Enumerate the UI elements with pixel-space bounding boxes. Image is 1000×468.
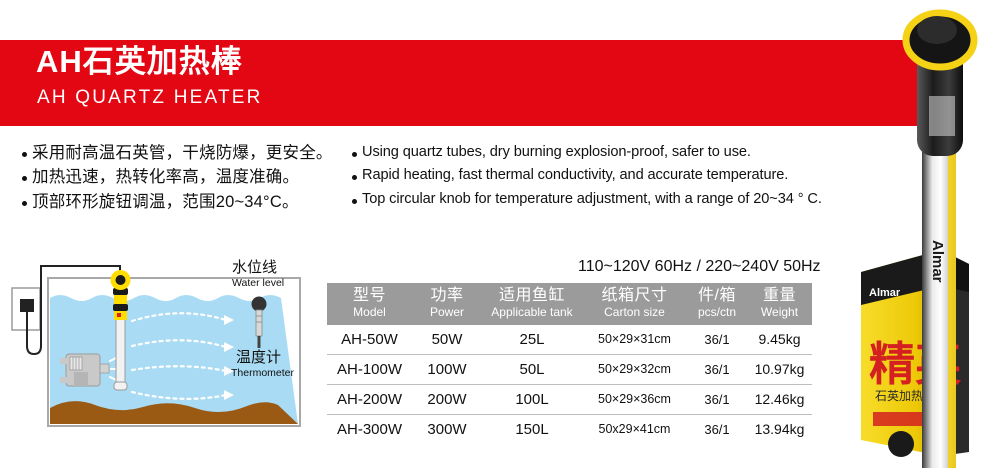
feature-text: 采用耐高温石英管，干烧防爆，更安全。 bbox=[32, 144, 333, 162]
feature-item: 加热迅速，热转化率高，温度准确。 bbox=[22, 168, 362, 186]
cell-tank: 25L bbox=[482, 324, 582, 355]
column-header-en: Weight bbox=[760, 305, 799, 320]
bullet-dot-icon bbox=[352, 175, 357, 181]
feature-item: 顶部环形旋钮调温，范围20~34°C。 bbox=[22, 193, 362, 211]
column-header-en: Applicable tank bbox=[491, 305, 573, 320]
feature-text: 顶部环形旋钮调温，范围20~34°C。 bbox=[32, 192, 299, 211]
bullet-dot-icon bbox=[352, 198, 357, 204]
water-level-label-en: Water level bbox=[232, 277, 284, 289]
cell-carton: 50x29×41cm bbox=[582, 414, 687, 444]
cell-weight: 9.45kg bbox=[747, 324, 812, 355]
cell-model: AH-100W bbox=[327, 354, 412, 385]
feature-list-english: Using quartz tubes, dry burning explosio… bbox=[352, 144, 852, 214]
water-level-label-cn: 水位线 bbox=[232, 259, 277, 276]
bullet-dot-icon bbox=[22, 176, 27, 182]
cell-carton: 50×29×36cm bbox=[582, 384, 687, 415]
column-header-applicable-tank: 适用鱼缸 Applicable tank bbox=[482, 283, 582, 325]
column-header-cn: 型号 bbox=[352, 287, 386, 304]
cell-tank: 50L bbox=[482, 354, 582, 385]
cell-pcs: 36/1 bbox=[687, 324, 747, 355]
column-header-en: Power bbox=[429, 305, 464, 320]
bullet-dot-icon bbox=[352, 152, 357, 157]
heater-cap-highlight bbox=[929, 96, 955, 136]
voltage-note: 110~120V 60Hz / 220~240V 50Hz bbox=[578, 258, 821, 275]
heater-yellow-strip bbox=[948, 152, 956, 468]
feature-text: Top circular knob for temperature adjust… bbox=[362, 190, 822, 207]
page-title-en: AH QUARTZ HEATER bbox=[37, 87, 263, 108]
aquarium-installation-diagram: 水位线 Water level 温度计 Thermometer bbox=[11, 259, 301, 427]
table-row: AH-50W 50W 25L 50×29×31cm 36/1 9.45kg bbox=[327, 324, 812, 355]
column-header-en: Model bbox=[353, 305, 386, 320]
page-title-cn: AH石英加热棒 bbox=[36, 44, 243, 79]
substrate-gravel bbox=[50, 401, 298, 424]
heat-circulation-arrows bbox=[130, 312, 228, 400]
feature-item: 采用耐高温石英管，干烧防爆，更安全。 bbox=[22, 144, 362, 162]
table-header-row: 型号 Model 功率 Power 适用鱼缸 Applicable tank 纸… bbox=[327, 283, 812, 325]
cell-model: AH-300W bbox=[327, 414, 412, 444]
column-header-power: 功率 Power bbox=[412, 283, 482, 325]
thermometer-label-cn: 温度计 bbox=[236, 349, 281, 366]
cell-power: 300W bbox=[412, 414, 482, 444]
heater-brand-label: Almar bbox=[929, 240, 946, 283]
plug-icon bbox=[20, 299, 34, 312]
cell-power: 100W bbox=[412, 354, 482, 385]
column-header-weight: 重量 Weight bbox=[747, 283, 812, 325]
column-header-cn: 件/箱 bbox=[698, 287, 736, 304]
cell-carton: 50×29×31cm bbox=[582, 324, 687, 355]
cell-pcs: 36/1 bbox=[687, 384, 747, 415]
table-row: AH-200W 200W 100L 50×29×36cm 36/1 12.46k… bbox=[327, 384, 812, 415]
feature-text: Rapid heating, fast thermal conductivity… bbox=[362, 167, 789, 184]
cell-carton: 50×29×32cm bbox=[582, 354, 687, 385]
heat-arrow-heads bbox=[224, 315, 234, 400]
column-header-en: Carton size bbox=[604, 305, 665, 320]
cell-tank: 100L bbox=[482, 384, 582, 415]
cell-pcs: 36/1 bbox=[687, 414, 747, 444]
cell-power: 200W bbox=[412, 384, 482, 415]
power-cord bbox=[26, 265, 121, 356]
column-header-model: 型号 Model bbox=[327, 283, 412, 325]
cell-model: AH-200W bbox=[327, 384, 412, 415]
thermometer-label-en: Thermometer bbox=[231, 367, 295, 379]
column-header-cn: 重量 bbox=[762, 287, 796, 304]
column-header-cn: 功率 bbox=[430, 287, 464, 304]
column-header-carton-size: 纸箱尺寸 Carton size bbox=[582, 283, 687, 325]
cell-weight: 13.94kg bbox=[747, 414, 812, 444]
bullet-dot-icon bbox=[22, 200, 27, 206]
column-header-cn: 纸箱尺寸 bbox=[601, 287, 668, 304]
bullet-dot-icon bbox=[22, 152, 27, 157]
cell-weight: 12.46kg bbox=[747, 384, 812, 415]
feature-text: Using quartz tubes, dry burning explosio… bbox=[362, 144, 751, 160]
table-row: AH-100W 100W 50L 50×29×32cm 36/1 10.97kg bbox=[327, 354, 812, 385]
box-badge bbox=[873, 412, 923, 426]
box-subtitle-cn: 石英加热棒 bbox=[875, 389, 935, 403]
cell-tank: 150L bbox=[482, 414, 582, 444]
cell-power: 50W bbox=[412, 324, 482, 355]
cell-model: AH-50W bbox=[327, 324, 412, 355]
column-header-pcs-per-carton: 件/箱 pcs/ctn bbox=[687, 283, 747, 325]
product-photo: Almar 精英 石英加热棒 Almar bbox=[861, 9, 978, 468]
feature-list-chinese: 采用耐高温石英管，干烧防爆，更安全。 加热迅速，热转化率高，温度准确。 顶部环形… bbox=[22, 144, 362, 217]
filter-pump-icon bbox=[60, 353, 110, 387]
feature-item: Top circular knob for temperature adjust… bbox=[352, 191, 852, 207]
box-product-thumb bbox=[888, 431, 914, 457]
heater-device-icon bbox=[110, 270, 131, 391]
box-brand-label: Almar bbox=[869, 287, 901, 299]
column-header-cn: 适用鱼缸 bbox=[498, 287, 565, 304]
thermometer-icon bbox=[251, 296, 267, 348]
feature-item: Rapid heating, fast thermal conductivity… bbox=[352, 167, 852, 183]
table-row: AH-300W 300W 150L 50x29×41cm 36/1 13.94k… bbox=[327, 414, 812, 444]
header-banner bbox=[0, 40, 935, 126]
heater-knob-top bbox=[917, 16, 957, 44]
feature-text: 加热迅速，热转化率高，温度准确。 bbox=[32, 168, 300, 187]
cell-weight: 10.97kg bbox=[747, 354, 812, 385]
specification-table: 型号 Model 功率 Power 适用鱼缸 Applicable tank 纸… bbox=[327, 283, 812, 444]
column-header-en: pcs/ctn bbox=[697, 305, 736, 320]
feature-item: Using quartz tubes, dry burning explosio… bbox=[352, 144, 852, 160]
heater-knob-ring bbox=[902, 9, 978, 71]
water-body bbox=[50, 295, 298, 424]
heater-product-unit: Almar bbox=[902, 9, 978, 468]
cell-pcs: 36/1 bbox=[687, 354, 747, 385]
